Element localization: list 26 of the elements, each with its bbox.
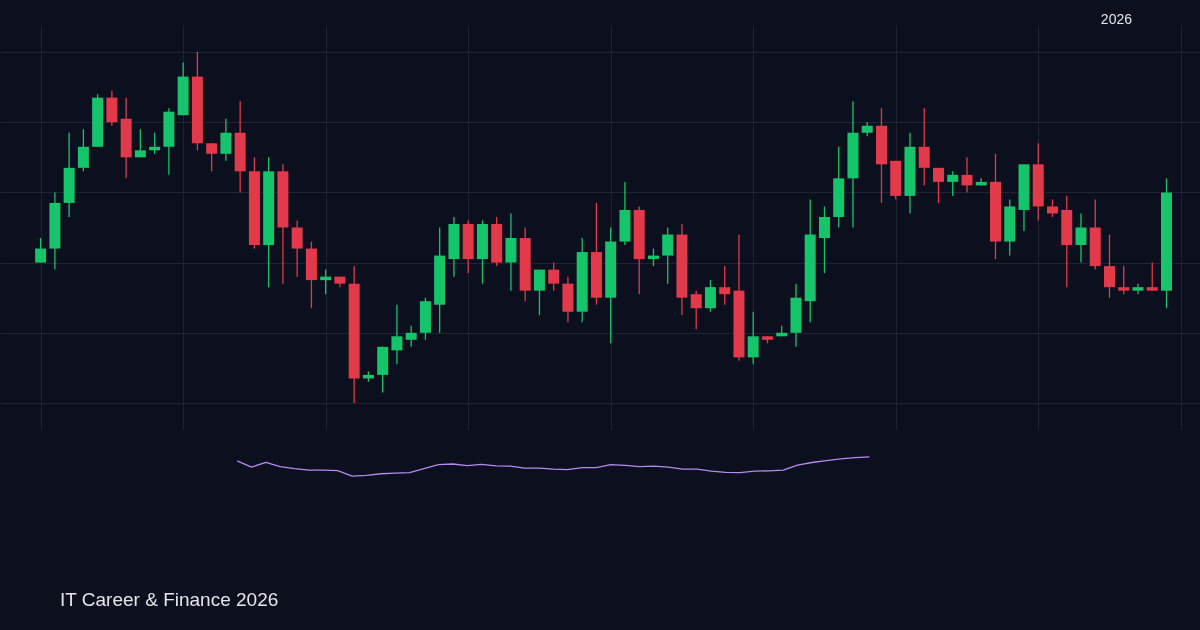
candlestick <box>704 279 716 313</box>
candlestick <box>818 205 830 274</box>
candlestick <box>1075 212 1087 264</box>
candlestick <box>206 142 218 172</box>
candlestick <box>1103 233 1115 299</box>
candlestick <box>662 226 674 285</box>
candlestick <box>77 128 89 172</box>
candlestick <box>548 261 560 292</box>
candlestick <box>961 156 973 194</box>
candlestick <box>220 118 232 162</box>
candlestick <box>1146 261 1158 292</box>
candlestick <box>533 268 545 316</box>
candlestick <box>747 311 759 366</box>
candlestick <box>690 290 702 330</box>
text: IT Career & Finance 2026 <box>60 589 279 611</box>
candlestick <box>947 170 959 197</box>
candlestick <box>405 325 417 348</box>
candlestick <box>918 107 930 187</box>
candlestick <box>134 128 146 158</box>
candlestick <box>35 237 47 264</box>
candlestick <box>719 265 731 306</box>
candlestick <box>391 304 403 366</box>
candlestick <box>1118 265 1130 295</box>
candlestick <box>291 219 303 278</box>
candlestick <box>932 167 944 204</box>
text: 2026 <box>1100 11 1132 27</box>
